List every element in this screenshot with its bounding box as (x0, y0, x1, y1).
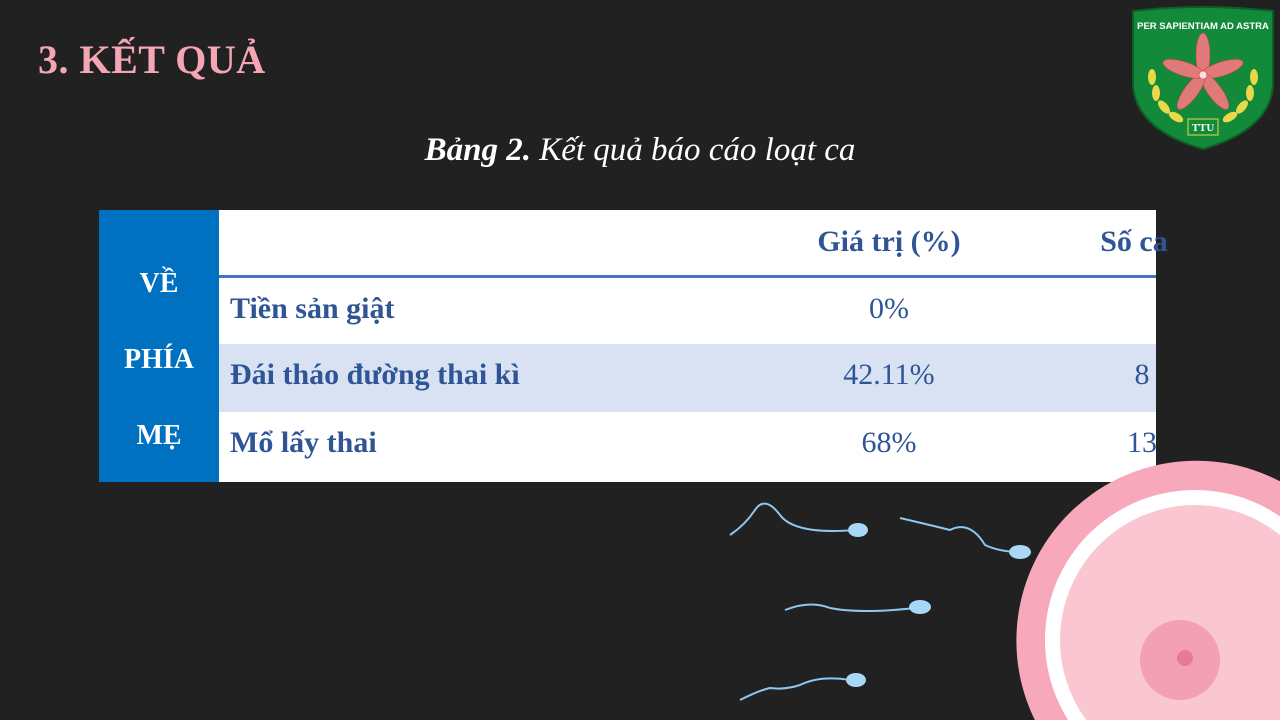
table-row: Mổ lấy thai 68% 13 (219, 412, 1157, 482)
row-label: Mổ lấy thai (230, 426, 377, 459)
sperm-tails (729, 502, 1021, 701)
caption-label: Bảng 2. (424, 132, 531, 168)
header-value: Giá trị (%) (817, 225, 961, 258)
side-header: VỀ PHÍA MẸ (99, 210, 219, 482)
row-count: 13 (1127, 426, 1157, 459)
sperm-heads (846, 523, 1031, 687)
results-table: VỀ PHÍA MẸ Giá trị (%) Số ca Tiền sản gi… (99, 210, 1168, 482)
row-count: 8 (1134, 358, 1150, 391)
row-value: 42.11% (843, 358, 935, 391)
table-caption: Bảng 2. Kết quả báo cáo loạt ca (0, 132, 1280, 169)
row-label: Tiền sản giật (230, 292, 395, 325)
table-header-row: Giá trị (%) Số ca (219, 210, 1168, 278)
side-label-line: MẸ (136, 420, 182, 451)
row-label: Đái tháo đường thai kì (230, 358, 520, 391)
table-row: Tiền sản giật 0% (219, 278, 1156, 344)
slide-title: 3. KẾT QUẢ (38, 37, 266, 82)
caption-text: Kết quả báo cáo loạt ca (530, 132, 856, 168)
side-label-line: VỀ (139, 268, 179, 299)
egg-cell (1016, 460, 1280, 720)
side-label-line: PHÍA (124, 344, 194, 375)
university-logo: PER SAPIENTIAM AD ASTRA TTU (1132, 6, 1274, 151)
svg-text:TTU: TTU (1192, 122, 1215, 134)
table-row: Đái tháo đường thai kì 42.11% 8 (219, 344, 1156, 412)
svg-text:PER SAPIENTIAM AD ASTRA: PER SAPIENTIAM AD ASTRA (1137, 21, 1269, 32)
header-count: Số ca (1100, 225, 1168, 258)
row-value: 68% (861, 426, 917, 459)
row-value: 0% (869, 292, 909, 325)
